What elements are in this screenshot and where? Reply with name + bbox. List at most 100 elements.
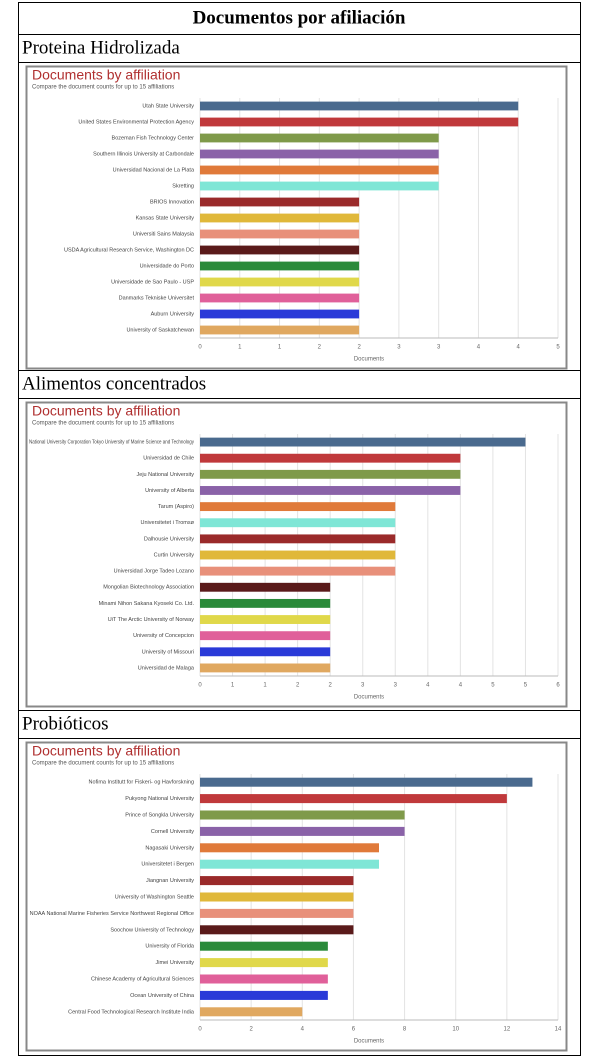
bar (200, 843, 379, 853)
category-label: University of Washington Seattle (115, 894, 194, 900)
chart-title: Documents by affiliation (32, 67, 180, 83)
x-tick-label: 3 (394, 683, 398, 689)
category-label: Jimei University (155, 960, 194, 966)
x-tick-label: 8 (403, 1027, 407, 1033)
x-tick-label: 5 (491, 683, 495, 689)
bar (200, 598, 331, 608)
category-label: Prince of Songkla University (125, 812, 194, 818)
x-tick-label: 2 (296, 683, 300, 689)
category-label: Dalhousie University (144, 536, 194, 542)
chart-subtitle: Compare the document counts for up to 15… (32, 761, 174, 767)
category-label: Pukyong National University (125, 796, 194, 802)
x-tick-label: 14 (555, 1027, 562, 1033)
x-tick-label: 3 (397, 345, 401, 351)
x-tick-label: 0 (198, 1027, 202, 1033)
bar (200, 261, 360, 271)
x-axis-label: Documents (354, 695, 384, 701)
bar (200, 437, 526, 447)
x-tick-label: 4 (301, 1027, 305, 1033)
category-label: Universitetet i Bergen (141, 862, 194, 868)
category-label: Chinese Academy of Agricultural Sciences (91, 976, 194, 982)
category-label: Southern Illinois University at Carbonda… (93, 151, 194, 157)
category-label: University of Concepcion (133, 633, 194, 639)
category-label: Tarum (Aspiro) (158, 504, 194, 510)
bar (200, 309, 360, 319)
category-label: Skretting (172, 183, 194, 189)
bar (200, 293, 360, 303)
category-label: Universidad Jorge Tadeo Lozano (114, 569, 194, 575)
category-label: BRIOS Innovation (150, 199, 194, 205)
bar (200, 453, 461, 463)
bar (200, 810, 405, 820)
category-label: Universidade de Sao Paulo - USP (111, 279, 194, 285)
category-label: USDA Agricultural Research Service, Wash… (64, 247, 194, 253)
category-label: Central Food Technological Research Inst… (68, 1009, 195, 1015)
bar (200, 101, 519, 111)
table-border (18, 2, 581, 1056)
bar (200, 974, 328, 984)
bar (200, 550, 396, 560)
bar (200, 859, 379, 869)
x-axis-label: Documents (354, 357, 384, 363)
category-label: UiT The Arctic University of Norway (108, 617, 195, 623)
category-label: University of Florida (145, 944, 195, 950)
category-label: Bozeman Fish Technology Center (112, 135, 195, 141)
x-tick-label: 2 (249, 1027, 253, 1033)
chart-title: Documents by affiliation (32, 403, 180, 419)
bar (200, 486, 461, 495)
category-label: University of Saskatchewan (126, 327, 194, 333)
category-label: Universidad de Malaga (138, 665, 195, 671)
category-label: Curtin University (154, 552, 195, 558)
x-tick-label: 12 (504, 1027, 511, 1033)
category-label: Universiti Sains Malaysia (133, 231, 195, 237)
x-tick-label: 1 (238, 345, 242, 351)
bar (200, 925, 354, 935)
category-label: University of Alberta (145, 488, 195, 494)
bar (200, 615, 331, 624)
bar (200, 566, 396, 576)
category-label: Danmarks Tekniske Universitet (119, 295, 195, 301)
bar (200, 325, 360, 335)
category-label: Mongolian Biotechnology Association (103, 585, 194, 591)
bar (200, 631, 331, 641)
bar (200, 826, 405, 836)
x-tick-label: 4 (517, 345, 521, 351)
bar (200, 518, 396, 528)
bar (200, 502, 396, 512)
x-tick-label: 3 (437, 345, 441, 351)
x-tick-label: 5 (524, 683, 528, 689)
bar (200, 958, 328, 968)
bar (200, 469, 461, 479)
x-tick-label: 4 (426, 683, 430, 689)
bar (200, 663, 331, 673)
row-title: Proteina Hidrolizada (22, 37, 180, 58)
bar (200, 165, 439, 175)
x-axis-label: Documents (354, 1039, 384, 1045)
category-label: Nagasaki University (145, 845, 194, 851)
bar (200, 149, 439, 159)
bar (200, 245, 360, 255)
bar (200, 277, 360, 287)
category-label: Jeju National University (137, 472, 195, 478)
bar (200, 876, 354, 886)
x-tick-label: 5 (556, 345, 560, 351)
category-label: Kansas State University (136, 215, 195, 221)
x-tick-label: 1 (278, 345, 282, 351)
x-tick-label: 6 (556, 683, 560, 689)
bar (200, 181, 439, 191)
category-label: National University Corporation Tokyo Un… (29, 440, 194, 446)
category-label: Ocean University of China (130, 993, 195, 999)
x-tick-label: 3 (361, 683, 365, 689)
bar (200, 117, 519, 127)
bar (200, 582, 331, 592)
row-title: Alimentos concentrados (22, 373, 206, 394)
bar (200, 892, 354, 902)
category-label: Utah State University (142, 103, 194, 109)
bar (200, 908, 354, 918)
bar (200, 197, 360, 207)
category-label: Universidade do Porto (140, 263, 194, 269)
x-tick-label: 2 (329, 683, 333, 689)
category-label: Soochow University of Technology (110, 927, 194, 933)
chart-subtitle: Compare the document counts for up to 15… (32, 85, 174, 91)
